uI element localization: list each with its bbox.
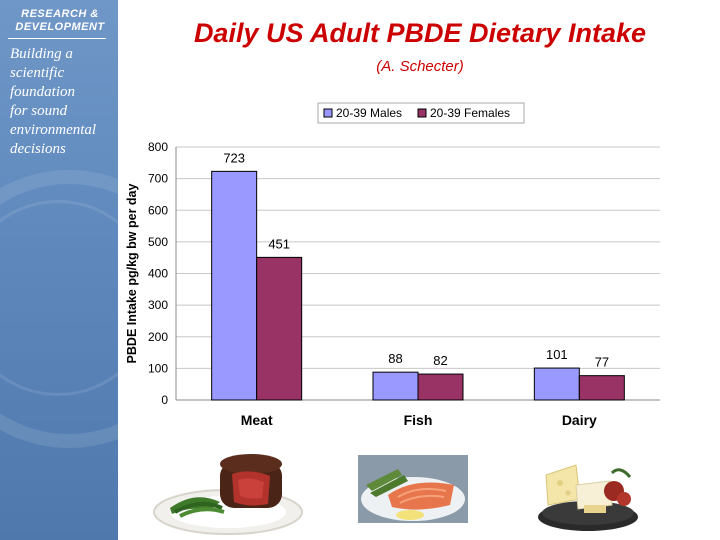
bar bbox=[533, 367, 580, 401]
legend-swatch bbox=[323, 108, 333, 118]
org-title-divider bbox=[8, 38, 106, 39]
data-label: 77 bbox=[595, 355, 609, 370]
sidebar-banner: RESEARCH & DEVELOPMENT Building a scient… bbox=[0, 0, 118, 540]
y-tick-label: 100 bbox=[148, 361, 168, 375]
bar-chart: 0 100 200 300 400 500 600 700 800 PBDE Intake pg/… bbox=[125, 102, 660, 428]
bar bbox=[578, 375, 625, 401]
org-title: RESEARCH & DEVELOPMENT bbox=[8, 8, 112, 34]
bar bbox=[211, 170, 258, 401]
y-axis-title: PBDE Intake pg/kg bw per day bbox=[125, 184, 139, 364]
y-tick-label: 300 bbox=[148, 298, 168, 312]
x-category-label: Dairy bbox=[562, 412, 597, 428]
tagline-line: foundation bbox=[10, 84, 76, 100]
slide-subtitle: (A. Schecter) bbox=[376, 58, 464, 75]
x-category-label: Fish bbox=[404, 412, 433, 428]
org-title-line2: DEVELOPMENT bbox=[15, 21, 105, 33]
slide-title: Daily US Adult PBDE Dietary Intake bbox=[193, 18, 647, 48]
steak-icon bbox=[153, 454, 303, 535]
y-tick-label: 400 bbox=[148, 267, 168, 281]
y-tick-label: 600 bbox=[148, 203, 168, 217]
tagline: Building a scientific foundation for sou… bbox=[10, 45, 114, 159]
tagline-line: scientific bbox=[10, 65, 65, 81]
data-label: 723 bbox=[223, 150, 245, 165]
x-category-label: Meat bbox=[241, 412, 273, 428]
data-label: 451 bbox=[268, 236, 290, 251]
y-tick-label: 700 bbox=[148, 172, 168, 186]
salmon-icon bbox=[358, 455, 468, 523]
y-tick-label: 0 bbox=[161, 393, 168, 407]
legend-label: 20-39 Males bbox=[336, 106, 402, 120]
data-label: 88 bbox=[388, 351, 402, 366]
tagline-line: decisions bbox=[10, 141, 66, 157]
legend-swatch bbox=[417, 108, 427, 118]
bar bbox=[372, 371, 419, 401]
data-label: 101 bbox=[546, 347, 568, 362]
cheese-platter-icon bbox=[538, 464, 638, 531]
bar bbox=[417, 373, 464, 401]
legend-label: 20-39 Females bbox=[430, 106, 510, 120]
bar bbox=[256, 256, 303, 401]
agency-seal-inner-ring bbox=[0, 200, 118, 396]
data-label: 82 bbox=[433, 353, 447, 368]
y-tick-label: 200 bbox=[148, 330, 168, 344]
y-tick-label: 500 bbox=[148, 235, 168, 249]
tagline-line: environmental bbox=[10, 122, 97, 138]
y-tick-label: 800 bbox=[148, 140, 168, 154]
tagline-line: for sound bbox=[10, 103, 68, 119]
tagline-line: Building a bbox=[10, 46, 73, 62]
org-title-line1: RESEARCH & bbox=[21, 8, 99, 20]
